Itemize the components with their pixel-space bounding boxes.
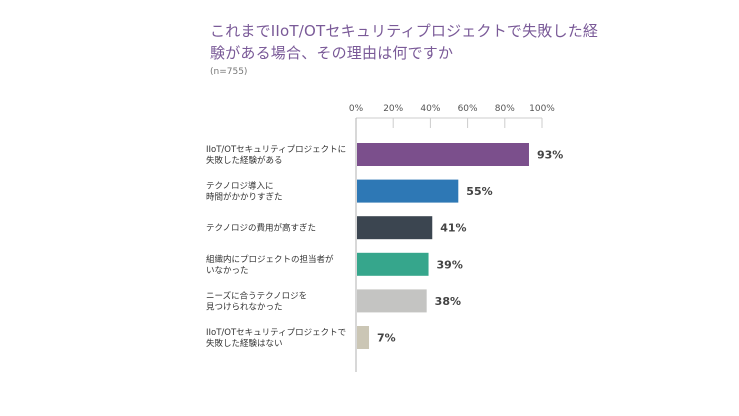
bar <box>357 143 529 166</box>
x-tick-label: 40% <box>420 104 440 114</box>
x-tick-label: 60% <box>458 104 478 114</box>
bar <box>357 179 459 203</box>
category-label: テクノロジ導入に時間がかかりすぎた <box>206 181 283 203</box>
x-tick-label: 80% <box>495 104 515 114</box>
bar-value-label: 39% <box>437 258 463 271</box>
category-label: 組織内にプロジェクトの担当者がいなかった <box>206 254 334 276</box>
bar <box>357 216 433 240</box>
x-tick-label: 0% <box>349 104 364 114</box>
bar-value-label: 55% <box>466 185 492 198</box>
bar <box>357 252 429 276</box>
bar-value-label: 93% <box>537 149 563 162</box>
category-label: テクノロジの費用が高すぎた <box>206 223 316 234</box>
x-tick-label: 100% <box>529 104 555 114</box>
bar <box>357 289 427 313</box>
category-label: IIoT/OTセキュリティプロジェクトに失敗した経験がある <box>206 145 346 166</box>
x-tick-label: 20% <box>383 104 403 114</box>
category-label: IIoT/OTセキュリティプロジェクトで失敗した経験はない <box>206 328 346 349</box>
category-label: ニーズに合うテクノロジを見つけられなかった <box>206 290 307 312</box>
chart-title: これまでIIoT/OTセキュリティプロジェクトで失敗した経験がある場合、その理由… <box>210 22 599 62</box>
bar-value-label: 41% <box>440 222 466 235</box>
bar-value-label: 7% <box>377 332 396 345</box>
sample-size-note: (n=755) <box>210 67 248 77</box>
bar-value-label: 38% <box>435 295 461 308</box>
bar <box>357 326 370 349</box>
